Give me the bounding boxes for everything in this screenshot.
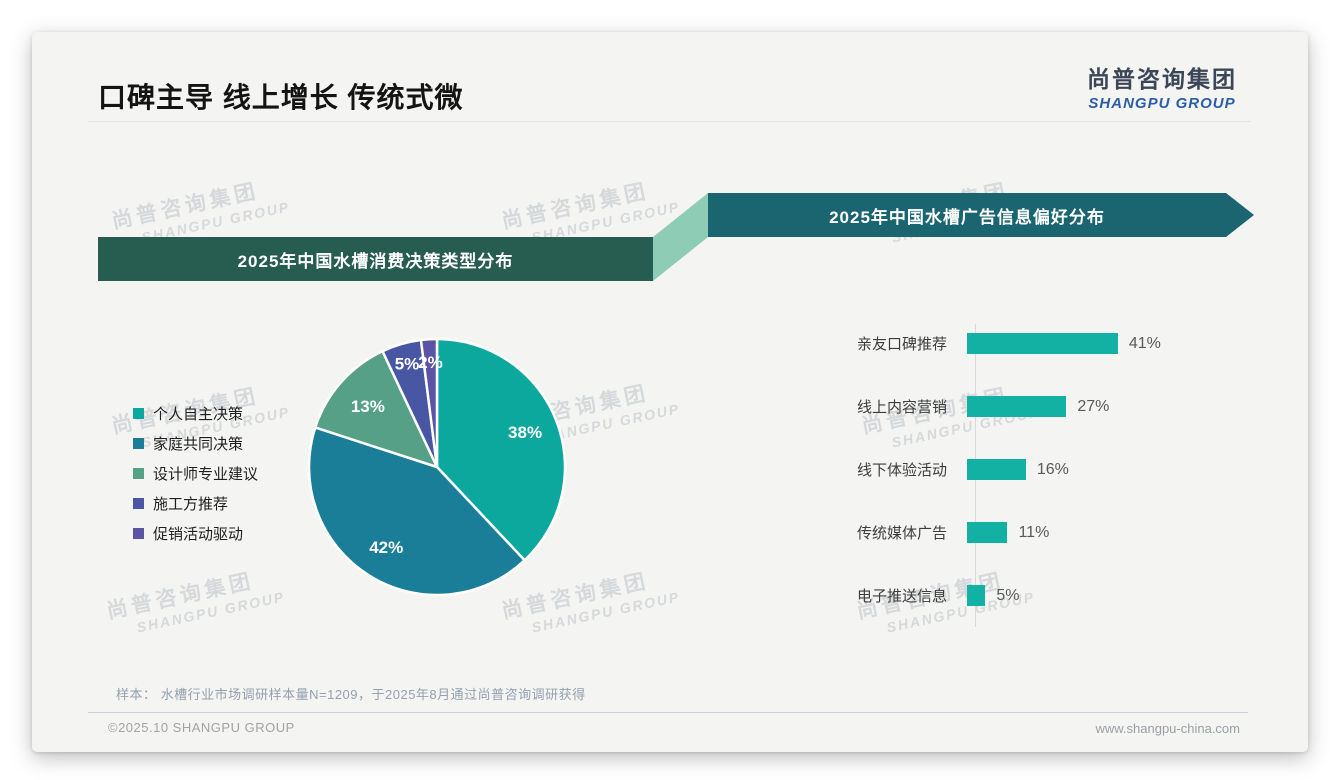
legend-item: 设计师专业建议 — [133, 458, 258, 488]
bar-category-label: 亲友口碑推荐 — [856, 336, 947, 353]
bar-category-label: 线下体验活动 — [856, 462, 947, 479]
footer-divider — [88, 712, 1248, 713]
sample-note: 样本： 水槽行业市场调研样本量N=1209，于2025年8月通过尚普咨询调研获得 — [116, 687, 586, 702]
bar — [967, 522, 1008, 543]
page-title: 口碑主导 线上增长 传统式微 — [98, 82, 464, 113]
pie-slice — [314, 349, 439, 469]
legend-item: 家庭共同决策 — [133, 428, 258, 458]
bar-chart: 亲友口碑推荐 41% 线上内容营销 27% 线下体验活动 16% 传统媒体广告 11% 电子推送… — [842, 312, 1262, 627]
slide-card: 尚普咨询集团 SHANGPU GROUP 尚普咨询集团 SHANGPU GROUP 尚普… — [32, 32, 1308, 752]
legend-label: 促销活动驱动 — [153, 525, 244, 543]
bar-value-label: 27% — [1077, 397, 1110, 415]
bar-row: 线下体验活动 16% — [842, 438, 1262, 501]
bar-value-label: 11% — [1018, 523, 1050, 541]
bar-value-label: 16% — [1036, 460, 1069, 478]
pie-slice-label: 42% — [369, 538, 403, 557]
legend-swatch-icon — [133, 407, 144, 419]
legend-label: 个人自主决策 — [153, 405, 244, 423]
pie-legend: 个人自主决策 家庭共同决策 设计师专业建议 施工方推荐促销活动驱动 — [133, 398, 258, 548]
bar-section-banner: 2025年中国水槽广告信息偏好分布 — [708, 193, 1254, 237]
legend-swatch-icon — [133, 437, 144, 449]
bar — [967, 585, 986, 606]
pie-slice — [307, 426, 526, 597]
legend-label: 施工方推荐 — [153, 495, 229, 513]
pie-slice-label: 38% — [508, 423, 542, 442]
title-divider — [88, 121, 1251, 122]
pie-slice — [419, 337, 439, 469]
pie-section-banner: 2025年中国水槽消费决策类型分布 — [98, 237, 653, 281]
bar-category-label: 线上内容营销 — [856, 399, 947, 416]
bar — [967, 333, 1118, 354]
bar-value-label: 5% — [996, 586, 1020, 604]
legend-item: 个人自主决策 — [133, 398, 258, 428]
bar-row: 电子推送信息 5% — [842, 564, 1262, 627]
bar-category-label: 传统媒体广告 — [856, 525, 947, 542]
logo-english-text: SHANGPU GROUP — [1088, 95, 1236, 112]
pie-slice-label: 2% — [418, 353, 443, 372]
bar-row: 亲友口碑推荐 41% — [842, 312, 1262, 375]
legend-label: 设计师专业建议 — [153, 465, 259, 483]
pie-slice-label: 13% — [351, 397, 385, 416]
bar-value-label: 41% — [1128, 334, 1161, 352]
bar-row: 线上内容营销 27% — [842, 375, 1262, 438]
legend-swatch-icon — [133, 467, 144, 479]
bar-category-label: 电子推送信息 — [856, 588, 947, 605]
bar — [967, 396, 1067, 417]
footer-copyright: ©2025.10 SHANGPU GROUP — [108, 720, 295, 735]
footer-website: www.shangpu-china.com — [1095, 721, 1240, 736]
pie-slice-label: 5% — [395, 355, 420, 374]
company-logo: 尚普咨询集团 SHANGPU GROUP — [1080, 60, 1244, 112]
legend-swatch-icon — [133, 527, 144, 539]
bar — [967, 459, 1026, 480]
legend-item: 促销活动驱动 — [133, 518, 258, 548]
legend-item: 施工方推荐 — [133, 488, 258, 518]
legend-swatch-icon — [133, 497, 144, 509]
bar-row: 传统媒体广告 11% — [842, 501, 1262, 564]
legend-label: 家庭共同决策 — [153, 435, 244, 453]
pie-slice — [435, 337, 567, 562]
pie-chart: 38% 42% 13% 5%2% — [307, 337, 567, 597]
logo-chinese-text: 尚普咨询集团 — [1087, 66, 1237, 92]
